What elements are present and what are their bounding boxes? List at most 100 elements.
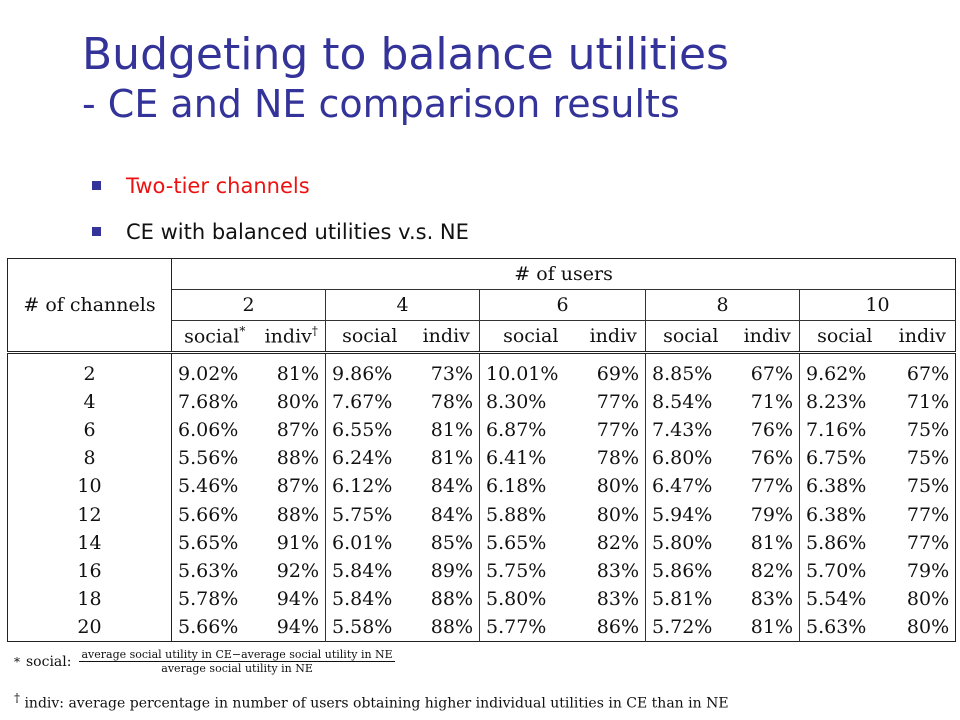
social-cell: 5.65% bbox=[178, 531, 239, 554]
social-cell: 5.66% bbox=[178, 615, 239, 638]
user-count-row: 2 4 6 8 10 bbox=[8, 289, 956, 321]
social-cell: 6.24% bbox=[325, 444, 414, 473]
indiv-cell: 88% bbox=[276, 447, 319, 470]
social-column-header: social bbox=[325, 320, 414, 353]
user-count-header: 4 bbox=[325, 289, 480, 321]
table-row: 12 5.66% 88% 5.75% 84% 5.88% 80% 5.94% 79% 6.38% 7… bbox=[7, 500, 956, 529]
indiv-cell: 80% bbox=[276, 391, 319, 414]
indiv-cell: 88% bbox=[430, 587, 473, 610]
social-cell: 9.62% bbox=[799, 351, 890, 389]
user-count-header: 8 bbox=[645, 289, 800, 321]
indiv-cell: 75% bbox=[906, 447, 950, 470]
social-cell: 5.88% bbox=[479, 500, 582, 529]
indiv-cell: 89% bbox=[430, 559, 473, 582]
indiv-cell: 87% bbox=[276, 419, 319, 442]
social-cell: 6.47% bbox=[645, 472, 736, 501]
indiv-cell: 88% bbox=[276, 503, 319, 526]
social-cell: 8.54% bbox=[645, 388, 736, 417]
indiv-cell: 83% bbox=[750, 587, 793, 610]
social-cell: 5.77% bbox=[479, 612, 582, 642]
indiv-cell: 82% bbox=[750, 559, 793, 582]
social-cell: 5.86% bbox=[799, 528, 890, 557]
social-cell: 5.75% bbox=[325, 500, 414, 529]
social-cell: 5.56% bbox=[178, 447, 239, 470]
table-row: 20 5.66% 94% 5.58% 88% 5.77% 86% 5.72% 81% 5.63% 8… bbox=[7, 612, 956, 642]
slide-title: Budgeting to balance utilities - CE and … bbox=[82, 30, 729, 126]
indiv-column-header: indiv bbox=[898, 325, 946, 347]
social-formula: average social utility in CE−average soc… bbox=[79, 648, 395, 675]
indiv-cell: 77% bbox=[596, 391, 639, 414]
table-row: 10 5.46% 87% 6.12% 84% 6.18% 80% 6.47% 77% 6.38% 7… bbox=[7, 472, 956, 501]
indiv-cell: 78% bbox=[596, 447, 639, 470]
table-row: 6 6.06% 87% 6.55% 81% 6.87% 77% 7.43% 76% 7.16% 75… bbox=[7, 416, 956, 445]
formula-numerator: average social utility in CE−average soc… bbox=[79, 648, 395, 662]
table-row: 14 5.65% 91% 6.01% 85% 5.65% 82% 5.80% 81% 5.86% 7… bbox=[7, 528, 956, 557]
social-cell: 6.06% bbox=[178, 419, 239, 442]
indiv-cell: 75% bbox=[906, 475, 950, 498]
social-column-header: social bbox=[479, 320, 582, 353]
indiv-cell: 81% bbox=[430, 419, 473, 442]
social-cell: 8.85% bbox=[645, 351, 736, 389]
metric-row: social* indiv† social indiv social indiv socia… bbox=[8, 320, 956, 353]
social-cell: 5.65% bbox=[479, 528, 582, 557]
indiv-cell: 84% bbox=[430, 503, 473, 526]
indiv-cell: 76% bbox=[750, 447, 793, 470]
channels-cell: 6 bbox=[7, 416, 172, 445]
social-cell: 5.58% bbox=[325, 612, 414, 642]
social-cell: 8.30% bbox=[479, 388, 582, 417]
indiv-cell: 94% bbox=[276, 615, 319, 638]
indiv-cell: 79% bbox=[906, 559, 950, 582]
channels-cell: 10 bbox=[7, 472, 172, 501]
social-cell: 6.80% bbox=[645, 444, 736, 473]
social-cell: 6.41% bbox=[479, 444, 582, 473]
square-bullet-icon bbox=[92, 181, 101, 190]
social-cell: 10.01% bbox=[479, 351, 582, 389]
indiv-cell: 77% bbox=[906, 503, 950, 526]
social-column-header: social bbox=[645, 320, 736, 353]
indiv-column-header: indiv bbox=[422, 325, 470, 347]
square-bullet-icon bbox=[92, 227, 101, 236]
social-cell: 5.80% bbox=[645, 528, 736, 557]
indiv-cell: 81% bbox=[257, 351, 326, 389]
social-cell: 5.63% bbox=[799, 612, 890, 642]
indiv-cell: 81% bbox=[750, 615, 793, 638]
social-cell: 8.23% bbox=[799, 388, 890, 417]
social-cell: 7.43% bbox=[645, 416, 736, 445]
indiv-cell: 87% bbox=[276, 475, 319, 498]
indiv-cell: 81% bbox=[430, 447, 473, 470]
indiv-cell: 83% bbox=[596, 587, 639, 610]
social-cell: 6.18% bbox=[479, 472, 582, 501]
users-header: # of users bbox=[171, 258, 956, 290]
channels-cell: 2 bbox=[7, 351, 172, 389]
indiv-cell: 94% bbox=[276, 587, 319, 610]
formula-denominator: average social utility in NE bbox=[161, 662, 313, 675]
indiv-cell: 75% bbox=[906, 419, 950, 442]
indiv-cell: 80% bbox=[906, 587, 950, 610]
footnote-social: * social: average social utility in CE−a… bbox=[14, 648, 729, 675]
social-cell: 5.94% bbox=[645, 500, 736, 529]
channels-header: # of channels bbox=[7, 258, 172, 353]
social-cell: 5.75% bbox=[479, 556, 582, 585]
table-row: 18 5.78% 94% 5.84% 88% 5.80% 83% 5.81% 83% 5.54% 8… bbox=[7, 584, 956, 613]
social-cell: 5.81% bbox=[645, 584, 736, 613]
indiv-cell: 67% bbox=[889, 351, 956, 389]
table-row: 2 9.02% 81% 9.86% 73% 10.01% 69% 8.85% 67% 9.62% 6… bbox=[7, 351, 956, 389]
footnote-indiv: † indiv: average percentage in number of… bbox=[14, 691, 729, 712]
footnote-indiv-text: indiv: average percentage in number of u… bbox=[24, 695, 729, 712]
social-cell: 7.68% bbox=[178, 391, 239, 414]
indiv-cell: 81% bbox=[750, 531, 793, 554]
indiv-column-header: indiv bbox=[743, 325, 791, 347]
channels-cell: 16 bbox=[7, 556, 172, 585]
social-cell: 6.01% bbox=[325, 528, 414, 557]
social-column-header: social* bbox=[184, 324, 246, 348]
indiv-column-header: indiv† bbox=[264, 324, 318, 348]
indiv-cell: 88% bbox=[430, 615, 473, 638]
indiv-cell: 85% bbox=[430, 531, 473, 554]
social-cell: 7.16% bbox=[799, 416, 890, 445]
social-cell: 5.54% bbox=[799, 584, 890, 613]
social-cell: 5.84% bbox=[325, 584, 414, 613]
user-count-header: 2 bbox=[171, 289, 326, 321]
title-line-1: Budgeting to balance utilities bbox=[82, 29, 729, 80]
indiv-cell: 77% bbox=[596, 419, 639, 442]
footnote-mark: † bbox=[14, 691, 20, 705]
